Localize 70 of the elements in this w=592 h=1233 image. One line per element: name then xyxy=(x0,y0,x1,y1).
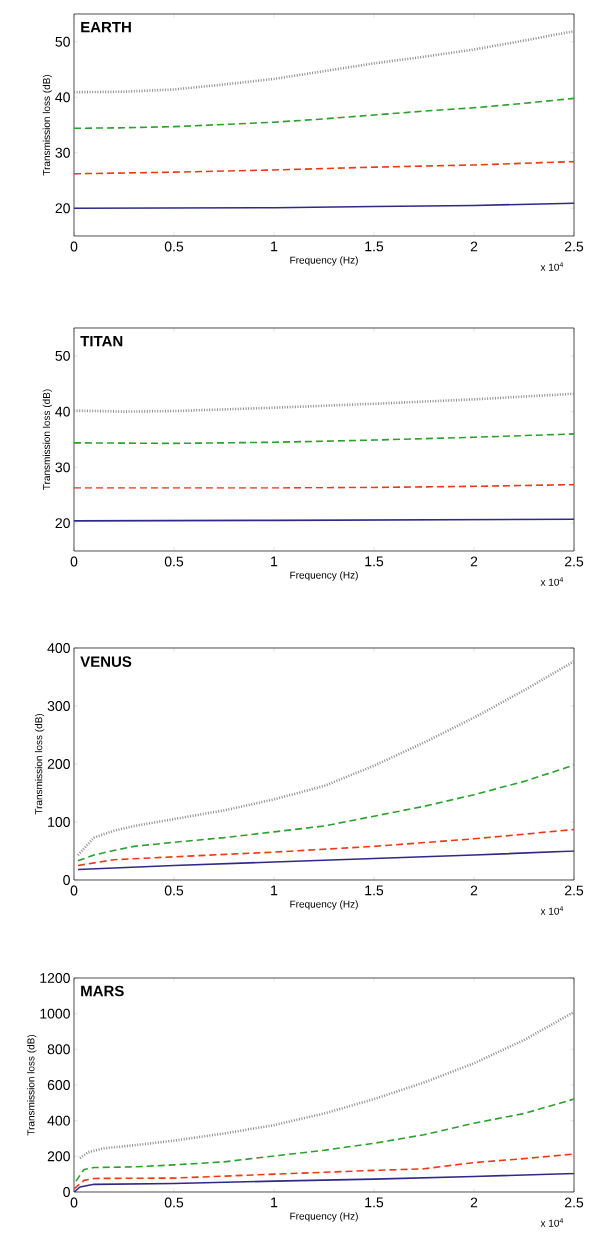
x-tick-label: 2 xyxy=(470,1197,478,1208)
y-tick-label: 40 xyxy=(55,92,70,103)
y-tick-label: 1000 xyxy=(40,1008,70,1019)
x-axis-title: Frequency (Hz) xyxy=(290,571,358,581)
y-tick-label: 0 xyxy=(63,1187,70,1197)
y-tick-label: 300 xyxy=(47,701,70,711)
x-tick-label: 1 xyxy=(271,241,278,252)
x-axis-title: Frequency (Hz) xyxy=(290,900,358,910)
line-series xyxy=(77,764,575,862)
y-tick-label: 30 xyxy=(55,147,70,158)
x-tick-label: 0.5 xyxy=(164,241,184,252)
y-axis-title: Transmission loss (dB) xyxy=(42,74,53,176)
x-axis-title: Frequency (Hz) xyxy=(290,256,358,266)
y-tick-label: 400 xyxy=(47,643,70,653)
y-axis-title: Transmission loss (dB) xyxy=(34,713,45,815)
x-tick-label: 1.5 xyxy=(365,885,384,896)
chart-title: VENUS xyxy=(80,656,132,667)
x-tick-label: 1 xyxy=(271,1197,278,1208)
y-tick-label: 400 xyxy=(47,1115,70,1126)
y-tick-label: 20 xyxy=(55,203,70,214)
y-tick-label: 30 xyxy=(55,462,70,473)
y-tick-label: 1200 xyxy=(40,973,70,983)
x-tick-label: 0 xyxy=(70,885,78,896)
x-tick-label: 0 xyxy=(70,556,78,567)
text: x 10$^{4}$ xyxy=(540,262,564,271)
chart-title: MARS xyxy=(81,985,124,997)
x-tick-label: 1 xyxy=(271,556,278,567)
y-tick-label: 50 xyxy=(55,350,70,361)
x-tick-label: 2.5 xyxy=(564,241,584,252)
x-tick-label: 2.5 xyxy=(564,885,584,896)
x-tick-label: 1.5 xyxy=(365,1197,384,1208)
chart-title: TITAN xyxy=(80,336,123,347)
x-tick-label: 2 xyxy=(470,556,478,567)
y-tick-label: 0 xyxy=(63,875,70,885)
y-tick-label: 50 xyxy=(55,36,70,47)
x-tick-label: 0.5 xyxy=(164,1197,184,1208)
x-tick-label: 2 xyxy=(470,241,478,252)
line-series xyxy=(75,1098,575,1182)
y-tick-label: 200 xyxy=(47,759,70,769)
x-tick-label: 2.5 xyxy=(564,556,584,567)
line-series xyxy=(78,1010,575,1160)
line-series xyxy=(77,828,575,867)
x-tick-label: 1.5 xyxy=(365,241,384,252)
text: x 10$^{4}$ xyxy=(540,577,564,586)
line-series xyxy=(77,850,575,871)
x-tick-label: 0 xyxy=(70,1197,78,1208)
line-series xyxy=(74,1153,575,1190)
x-tick-label: 0.5 xyxy=(164,556,184,567)
y-tick-label: 40 xyxy=(55,406,70,417)
x-tick-label: 2 xyxy=(470,885,478,896)
y-axis-title: Transmission loss (dB) xyxy=(42,389,53,490)
line-series xyxy=(74,1172,575,1192)
line-series xyxy=(74,160,575,175)
chart-title: EARTH xyxy=(81,21,131,33)
y-tick-label: 800 xyxy=(47,1044,70,1055)
line-series xyxy=(74,433,575,445)
x-tick-label: 1.5 xyxy=(365,556,384,567)
x-tick-label: 1 xyxy=(271,885,278,896)
x-tick-label: 0 xyxy=(70,241,78,252)
y-tick-label: 600 xyxy=(47,1080,70,1090)
text: x 10$^{4}$ xyxy=(540,1218,564,1227)
line-series xyxy=(74,97,575,130)
y-tick-label: 200 xyxy=(47,1151,70,1162)
y-tick-label: 20 xyxy=(55,518,70,529)
x-axis-title: Frequency (Hz) xyxy=(290,1212,358,1222)
x-tick-label: 0.5 xyxy=(164,885,184,896)
x-tick-label: 2.5 xyxy=(564,1197,584,1208)
y-axis-title: Transmission loss (dB) xyxy=(27,1034,37,1136)
text: x 10$^{4}$ xyxy=(540,906,564,915)
y-tick-label: 100 xyxy=(48,817,70,827)
